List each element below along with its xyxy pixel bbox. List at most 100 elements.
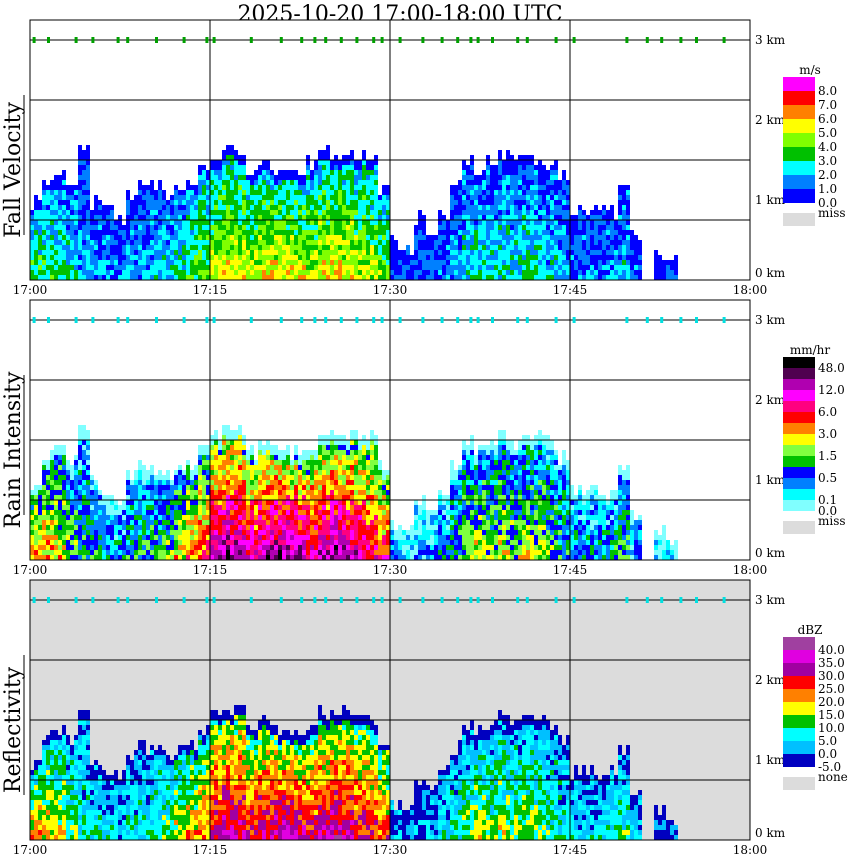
echo-cell — [582, 265, 586, 270]
echo-cell — [38, 255, 42, 260]
echo-cell — [50, 470, 54, 475]
echo-cell — [286, 535, 290, 540]
echo-cell — [174, 540, 178, 545]
echo-cell — [562, 255, 566, 260]
echo-cell — [494, 275, 498, 280]
echo-cell — [78, 465, 82, 470]
echo-cell — [342, 165, 346, 170]
echo-cell — [350, 515, 354, 520]
echo-cell — [242, 485, 246, 490]
echo-cell — [202, 220, 206, 225]
echo-cell — [126, 495, 130, 500]
echo-cell — [186, 260, 190, 265]
echo-cell — [438, 255, 442, 260]
echo-cell — [258, 530, 262, 535]
echo-cell — [174, 490, 178, 495]
echo-cell — [370, 240, 374, 245]
echo-cell — [306, 450, 310, 455]
echo-cell — [478, 225, 482, 230]
echo-cell — [542, 245, 546, 250]
echo-cell — [186, 545, 190, 550]
echo-cell — [278, 510, 282, 515]
echo-cell — [250, 240, 254, 245]
top-mark — [525, 37, 529, 43]
echo-cell — [214, 515, 218, 520]
echo-cell — [42, 500, 46, 505]
echo-cell — [50, 520, 54, 525]
echo-cell — [258, 235, 262, 240]
echo-cell — [414, 225, 418, 230]
echo-cell — [242, 235, 246, 240]
echo-cell — [202, 255, 206, 260]
echo-cell — [502, 160, 506, 165]
echo-cell — [534, 190, 538, 195]
echo-cell — [286, 205, 290, 210]
echo-cell — [354, 500, 358, 505]
echo-cell — [390, 245, 394, 250]
echo-cell — [86, 185, 90, 190]
echo-cell — [302, 200, 306, 205]
echo-cell — [126, 530, 130, 535]
echo-cell — [454, 235, 458, 240]
echo-cell — [242, 515, 246, 520]
echo-cell — [330, 165, 334, 170]
echo-cell — [294, 195, 298, 200]
echo-cell — [266, 500, 270, 505]
echo-cell — [166, 255, 170, 260]
echo-cell — [666, 265, 670, 270]
echo-cell — [262, 520, 266, 525]
echo-cell — [314, 185, 318, 190]
echo-cell — [274, 270, 278, 275]
echo-cell — [318, 270, 322, 275]
echo-cell — [58, 245, 62, 250]
echo-cell — [266, 490, 270, 495]
echo-cell — [166, 530, 170, 535]
echo-cell — [174, 230, 178, 235]
echo-cell — [302, 490, 306, 495]
echo-cell — [66, 470, 70, 475]
echo-cell — [602, 220, 606, 225]
echo-cell — [594, 275, 598, 280]
echo-cell — [238, 155, 242, 160]
echo-cell — [174, 255, 178, 260]
echo-cell — [474, 220, 478, 225]
echo-cell — [478, 175, 482, 180]
echo-cell — [254, 220, 258, 225]
echo-cell — [226, 160, 230, 165]
echo-cell — [282, 510, 286, 515]
echo-cell — [566, 230, 570, 235]
echo-cell — [246, 550, 250, 555]
echo-cell — [278, 520, 282, 525]
echo-cell — [370, 520, 374, 525]
echo-cell — [66, 230, 70, 235]
echo-cell — [530, 220, 534, 225]
echo-cell — [258, 185, 262, 190]
echo-cell — [186, 550, 190, 555]
echo-cell — [578, 255, 582, 260]
echo-cell — [66, 530, 70, 535]
echo-cell — [406, 255, 410, 260]
echo-cell — [458, 185, 462, 190]
echo-cell — [202, 190, 206, 195]
echo-cell — [294, 215, 298, 220]
echo-cell — [126, 490, 130, 495]
echo-cell — [134, 540, 138, 545]
echo-cell — [294, 200, 298, 205]
echo-cell — [246, 455, 250, 460]
echo-cell — [346, 550, 350, 555]
echo-cell — [526, 160, 530, 165]
echo-cell — [534, 205, 538, 210]
echo-cell — [34, 250, 38, 255]
echo-cell — [658, 270, 662, 275]
echo-cell — [274, 480, 278, 485]
echo-cell — [610, 210, 614, 215]
echo-cell — [142, 210, 146, 215]
echo-cell — [386, 530, 390, 535]
echo-cell — [322, 165, 326, 170]
echo-cell — [634, 240, 638, 245]
echo-cell — [46, 545, 50, 550]
top-mark — [205, 37, 209, 43]
echo-cell — [598, 245, 602, 250]
echo-cell — [558, 225, 562, 230]
echo-cell — [118, 250, 122, 255]
